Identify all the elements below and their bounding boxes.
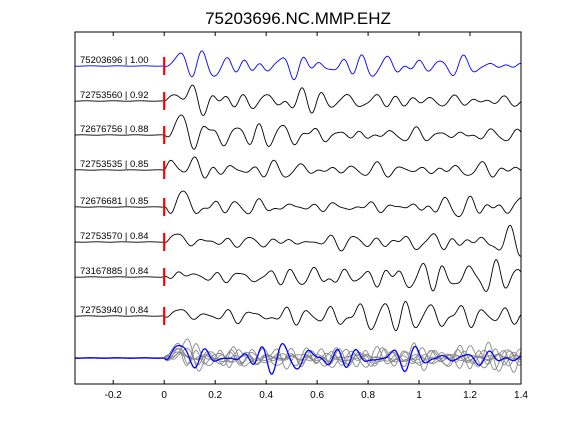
trace-label-72753570: 72753570 | 0.84 (80, 231, 149, 242)
x-axis-ticks: -0.2 0 0.2 0.4 0.6 0.8 1 1.2 1.4 (105, 32, 528, 401)
x-tick-label: -0.2 (105, 390, 123, 401)
waveform-trace-72753940 (75, 300, 522, 332)
stacked-member-72753535 (74, 342, 522, 371)
waveform-trace-75203696 (74, 50, 522, 81)
trace-labels-layer: 75203696 | 1.00 72753560 | 0.92 72676756 |… (80, 55, 149, 316)
x-tick-label: 0.8 (361, 390, 375, 401)
x-tick-label: 1.4 (514, 390, 528, 401)
trace-label-75203696: 75203696 | 1.00 (80, 55, 149, 66)
waveform-trace-73167885 (74, 259, 522, 292)
trace-label-72753560: 72753560 | 0.92 (80, 90, 149, 101)
axes-box (74, 31, 522, 385)
waveform-trace-72753570 (74, 224, 522, 257)
trace-label-73167885: 73167885 | 0.84 (80, 266, 149, 277)
chart-title: 75203696.NC.MMP.EHZ (205, 9, 391, 28)
stacked-member-72753570 (74, 344, 522, 370)
x-tick-label: 0.2 (208, 390, 222, 401)
stacked-traces-layer (74, 338, 522, 375)
trace-label-72753940: 72753940 | 0.84 (80, 305, 149, 316)
stacked-master-trace (74, 343, 522, 375)
x-tick-label: 1 (416, 390, 422, 401)
traces-layer (74, 50, 522, 332)
waveform-trace-72676681 (74, 190, 522, 218)
trace-label-72753535: 72753535 | 0.85 (80, 159, 149, 170)
x-tick-label: 0.4 (259, 390, 273, 401)
trace-label-72676756: 72676756 | 0.88 (80, 124, 149, 135)
waveform-trace-72676756 (74, 114, 522, 150)
x-tick-label: 0.6 (310, 390, 324, 401)
x-tick-label: 1.2 (463, 390, 477, 401)
waveform-trace-72753535 (74, 156, 522, 179)
waveform-trace-72753560 (74, 84, 522, 117)
x-tick-label: 0 (161, 390, 167, 401)
trace-label-72676681: 72676681 | 0.85 (80, 196, 149, 207)
